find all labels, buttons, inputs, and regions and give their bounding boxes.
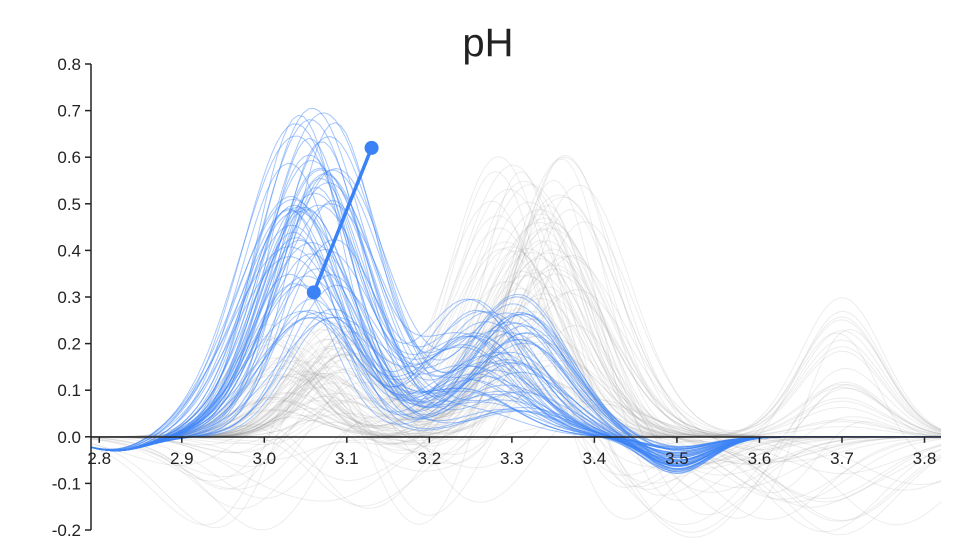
- y-tick-label: 0.6: [57, 148, 81, 167]
- y-tick-label: 0.7: [57, 102, 81, 121]
- x-tick-label: 3.7: [830, 449, 854, 468]
- background-curve: [91, 227, 942, 538]
- background-curve: [91, 248, 942, 443]
- background-curve: [91, 297, 942, 482]
- y-tick-label: 0.8: [57, 55, 81, 74]
- background-curve: [91, 221, 941, 469]
- annotation-segment: [306, 140, 379, 300]
- y-tick-label: 0.4: [57, 241, 81, 260]
- y-tick-label: 0.1: [57, 381, 81, 400]
- annotation-start-point[interactable]: [306, 285, 321, 300]
- x-tick-label: 3.2: [418, 449, 442, 468]
- background-curve: [91, 184, 942, 438]
- background-curve: [91, 272, 942, 522]
- background-curve: [91, 164, 942, 462]
- x-tick-label: 3.6: [748, 449, 772, 468]
- background-curve: [91, 241, 942, 486]
- x-tick-label: 3.8: [913, 449, 937, 468]
- background-curve: [91, 196, 942, 451]
- background-curve: [91, 286, 942, 521]
- background-curve: [91, 252, 942, 446]
- background-curve: [91, 319, 942, 474]
- background-curve: [91, 293, 942, 491]
- background-curve: [91, 158, 942, 454]
- y-tick-label: -0.2: [52, 521, 81, 540]
- background-curve: [91, 170, 942, 502]
- background-curve: [91, 246, 941, 533]
- y-tick-label: 0.2: [57, 335, 81, 354]
- background-curve: [91, 371, 942, 438]
- background-curve: [91, 328, 942, 519]
- background-curve: [91, 228, 942, 466]
- background-curve: [91, 343, 942, 526]
- background-curve: [91, 330, 942, 484]
- background-curve: [91, 324, 942, 508]
- background-curve: [91, 240, 941, 493]
- x-tick-label: 2.8: [87, 449, 111, 468]
- x-tick-label: 3.5: [665, 449, 689, 468]
- background-curve: [91, 264, 942, 516]
- background-curve: [91, 308, 942, 488]
- background-curve: [90, 273, 942, 531]
- background-curve: [91, 215, 941, 465]
- background-curve: [91, 268, 942, 526]
- y-tick-label: 0.3: [57, 288, 81, 307]
- background-curve: [91, 156, 942, 520]
- background-curve: [91, 296, 941, 472]
- background-curve: [91, 310, 942, 500]
- background-curve: [91, 201, 942, 503]
- background-curve: [91, 335, 942, 500]
- background-curve: [91, 194, 941, 462]
- background-curve: [90, 297, 942, 499]
- y-ticks: 0.8 0.7 0.6 0.5 0.4 0.3 0.2 0.1 0.0 -0.1 -0.2: [52, 55, 91, 540]
- annotation-end-point[interactable]: [364, 140, 379, 155]
- background-curves: [90, 154, 942, 538]
- x-tick-label: 3.1: [335, 449, 359, 468]
- background-curve: [91, 371, 941, 496]
- background-curve: [91, 332, 942, 462]
- background-curve: [91, 318, 942, 447]
- y-tick-label: 0.5: [57, 195, 81, 214]
- background-curve: [91, 184, 941, 476]
- chart-title: pH: [462, 21, 513, 65]
- background-curve: [91, 318, 942, 503]
- x-tick-label: 3.4: [583, 449, 607, 468]
- annotation-line: [312, 146, 374, 295]
- background-curve: [91, 316, 942, 516]
- y-tick-label: 0.0: [57, 428, 81, 447]
- background-curve: [91, 209, 941, 464]
- background-curve: [90, 217, 942, 466]
- x-tick-label: 3.0: [252, 449, 276, 468]
- x-ticks: 2.8 2.9 3.0 3.1 3.2 3.3 3.4 3.5 3.6 3.7 3.8: [87, 436, 937, 468]
- y-tick-label: -0.1: [52, 474, 81, 493]
- background-curve: [91, 382, 941, 473]
- background-curve: [91, 343, 942, 533]
- x-tick-label: 3.3: [500, 449, 524, 468]
- background-curve: [91, 342, 942, 494]
- x-tick-label: 2.9: [170, 449, 194, 468]
- background-curve: [91, 179, 941, 501]
- background-curve: [91, 362, 941, 468]
- background-curve: [91, 274, 942, 438]
- background-curve: [91, 170, 942, 489]
- background-curve: [91, 310, 942, 465]
- background-curve: [91, 156, 942, 451]
